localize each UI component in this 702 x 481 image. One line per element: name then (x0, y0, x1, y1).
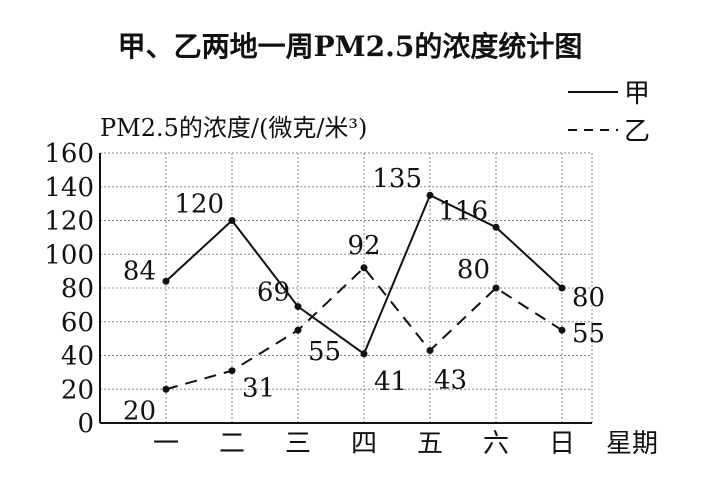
x-tick-label: 五 (417, 429, 443, 459)
data-label: 80 (457, 255, 490, 285)
x-tick-label: 二 (219, 429, 245, 459)
y-tick-label: 160 (44, 139, 94, 169)
y-tick-label: 0 (77, 409, 94, 439)
data-point (558, 326, 566, 334)
data-point (360, 350, 368, 358)
data-label: 116 (438, 196, 488, 226)
data-point (426, 191, 434, 199)
x-tick-label: 六 (483, 429, 509, 459)
tick-labels: 020406080100120140160一二三四五六日 (44, 139, 575, 459)
data-point (228, 217, 236, 224)
data-point (294, 326, 302, 334)
grid (100, 152, 593, 423)
y-tick-label: 40 (61, 342, 94, 372)
y-axis-label: PM2.5的浓度/(微克/米³) (100, 114, 367, 142)
legend: 甲乙 (568, 79, 650, 147)
data-point (228, 367, 236, 375)
y-tick-label: 60 (61, 308, 94, 338)
y-tick-label: 140 (44, 173, 94, 203)
data-label: 43 (434, 365, 467, 395)
legend-label: 乙 (624, 117, 650, 147)
y-tick-label: 80 (61, 274, 94, 304)
data-label: 41 (374, 367, 407, 397)
data-point (492, 223, 500, 231)
data-label: 80 (572, 283, 605, 313)
data-label: 55 (308, 337, 341, 367)
y-tick-label: 100 (44, 240, 94, 270)
data-point (492, 284, 500, 292)
data-point (558, 284, 566, 292)
data-point (360, 264, 368, 272)
legend-label: 甲 (624, 79, 650, 109)
x-tick-label: 一 (153, 429, 179, 459)
x-tick-label: 三 (285, 429, 311, 459)
data-point (426, 346, 434, 354)
data-point (162, 277, 170, 285)
chart-title: 甲、乙两地一周PM2.5的浓度统计图 (118, 30, 583, 63)
data-label: 120 (174, 190, 224, 220)
data-label: 20 (123, 396, 156, 426)
axes (99, 153, 592, 424)
series-group: 84 120 69 41 135 116 80 20 31 55 92 43 80 55 (123, 164, 605, 426)
y-tick-label: 20 (61, 375, 94, 405)
data-point (162, 385, 170, 393)
data-point (294, 303, 302, 311)
data-label: 135 (372, 164, 422, 194)
data-label: 69 (257, 278, 290, 308)
data-label: 55 (572, 319, 605, 349)
data-label: 92 (347, 231, 380, 261)
data-label: 84 (123, 256, 156, 286)
y-tick-label: 120 (44, 207, 94, 237)
x-axis-label: 星期 (606, 429, 658, 459)
x-tick-label: 四 (351, 429, 377, 459)
data-label: 31 (242, 374, 275, 404)
x-tick-label: 日 (549, 429, 575, 459)
